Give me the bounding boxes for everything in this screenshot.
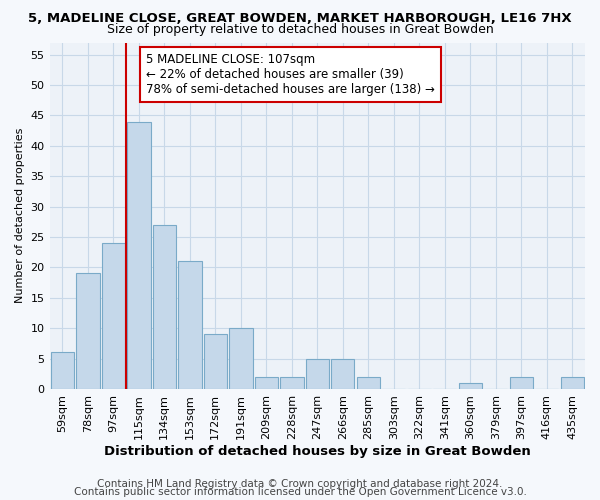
Y-axis label: Number of detached properties: Number of detached properties bbox=[15, 128, 25, 304]
Bar bbox=[560, 377, 584, 389]
Text: 5, MADELINE CLOSE, GREAT BOWDEN, MARKET HARBOROUGH, LE16 7HX: 5, MADELINE CLOSE, GREAT BOWDEN, MARKET … bbox=[28, 12, 572, 26]
Bar bbox=[178, 262, 202, 389]
Bar bbox=[458, 383, 482, 389]
Text: Size of property relative to detached houses in Great Bowden: Size of property relative to detached ho… bbox=[107, 22, 493, 36]
Bar bbox=[152, 225, 176, 389]
Bar bbox=[229, 328, 253, 389]
Bar bbox=[101, 243, 125, 389]
Bar bbox=[50, 352, 74, 389]
Bar bbox=[509, 377, 533, 389]
Bar bbox=[356, 377, 380, 389]
Bar bbox=[331, 358, 355, 389]
Text: Contains public sector information licensed under the Open Government Licence v3: Contains public sector information licen… bbox=[74, 487, 526, 497]
Bar bbox=[305, 358, 329, 389]
Bar bbox=[280, 377, 304, 389]
Bar bbox=[76, 274, 100, 389]
Bar bbox=[254, 377, 278, 389]
Bar bbox=[127, 122, 151, 389]
X-axis label: Distribution of detached houses by size in Great Bowden: Distribution of detached houses by size … bbox=[104, 444, 530, 458]
Bar bbox=[203, 334, 227, 389]
Text: 5 MADELINE CLOSE: 107sqm
← 22% of detached houses are smaller (39)
78% of semi-d: 5 MADELINE CLOSE: 107sqm ← 22% of detach… bbox=[146, 53, 435, 96]
Text: Contains HM Land Registry data © Crown copyright and database right 2024.: Contains HM Land Registry data © Crown c… bbox=[97, 479, 503, 489]
